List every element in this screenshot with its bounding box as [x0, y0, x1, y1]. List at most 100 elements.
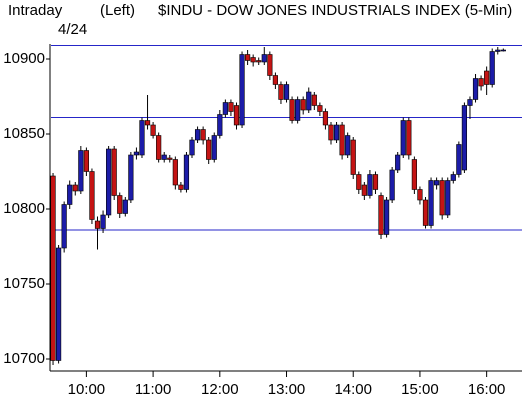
x-tick-label: 13:00	[268, 381, 306, 398]
candle-body	[200, 129, 206, 141]
y-tick-label: 10750	[3, 275, 45, 292]
candle-body	[150, 124, 156, 136]
candle-body	[311, 94, 317, 106]
candle-body	[461, 105, 468, 171]
x-tick-label: 12:00	[201, 381, 239, 398]
candle-body	[94, 220, 101, 229]
candle-body	[389, 169, 395, 201]
candle-body	[167, 157, 173, 160]
candle-body	[189, 139, 195, 156]
candle-body	[206, 139, 212, 160]
candle-body	[445, 180, 451, 216]
candle-body	[322, 111, 329, 126]
date-label: 4/24	[58, 21, 87, 38]
candle-body	[267, 54, 273, 76]
candle-body	[289, 99, 295, 121]
candle-body	[422, 199, 429, 226]
candle-body	[83, 150, 89, 172]
candle-body	[194, 129, 201, 141]
candle-body	[406, 120, 412, 156]
candle-body	[306, 91, 312, 111]
candle-body	[317, 105, 323, 112]
candle-body	[144, 120, 151, 126]
candle-body	[300, 99, 306, 111]
candle-body	[156, 135, 162, 160]
candle-body	[122, 199, 128, 214]
candle-body	[395, 154, 401, 171]
candle-body	[434, 180, 440, 186]
candle-body	[495, 49, 501, 52]
candle-body	[345, 135, 351, 156]
candle-body	[283, 84, 290, 100]
candle-body	[239, 54, 245, 126]
candle-body	[211, 135, 217, 160]
candle-body	[256, 60, 262, 63]
candle-body	[500, 49, 506, 52]
candle-body	[72, 184, 78, 192]
y-tick-label: 10850	[3, 125, 45, 142]
candle-body	[106, 148, 112, 216]
candle-body	[372, 174, 379, 190]
candle-body	[367, 174, 373, 196]
candle-body	[411, 159, 417, 190]
candle-body	[250, 57, 256, 63]
candle-body	[278, 84, 284, 100]
chart-title: $INDU - DOW JONES INDUSTRIALS INDEX (5-M…	[158, 2, 512, 19]
y-tick-label: 10800	[3, 200, 45, 217]
candle-body	[456, 144, 462, 175]
candle-body	[428, 180, 434, 226]
candle-body	[117, 195, 123, 214]
candle-body	[478, 78, 484, 87]
x-tick-label: 10:00	[68, 381, 106, 398]
header-left: Intraday	[8, 2, 63, 19]
candle-body	[111, 148, 117, 196]
candle-body	[78, 150, 84, 192]
candle-body	[361, 184, 367, 196]
candle-body	[472, 78, 479, 100]
candle-body	[55, 247, 62, 361]
candle-body	[222, 102, 228, 115]
x-tick-label: 15:00	[401, 381, 439, 398]
candle-body	[339, 124, 345, 156]
candle-body	[100, 214, 106, 229]
candle-body	[133, 151, 140, 156]
candle-body	[183, 154, 190, 190]
header-mode: (Left)	[100, 2, 135, 19]
candle-body	[261, 54, 267, 63]
candle-body	[172, 159, 178, 186]
candle-body	[139, 120, 145, 156]
candle-body	[417, 189, 423, 201]
candle-body	[450, 174, 456, 181]
candle-body	[50, 175, 56, 361]
candle-body	[233, 105, 240, 126]
candle-body	[350, 139, 356, 175]
candle-body	[67, 184, 73, 205]
candle-body	[295, 99, 301, 121]
candle-body	[383, 199, 390, 235]
x-tick-label: 11:00	[135, 381, 171, 398]
candle-body	[489, 51, 495, 85]
candle-body	[178, 184, 184, 190]
candle-body	[484, 70, 490, 85]
candle-body	[228, 102, 234, 112]
candle-body	[128, 154, 134, 201]
x-tick-label: 16:00	[468, 381, 506, 398]
candle-body	[467, 99, 473, 106]
x-tick-label: 14:00	[334, 381, 372, 398]
candle-body	[378, 195, 384, 235]
y-tick-label: 10900	[3, 50, 45, 67]
y-tick-label: 10700	[3, 350, 45, 367]
candle-body	[356, 174, 362, 190]
candle-body	[245, 54, 251, 61]
candle-body	[328, 124, 334, 141]
candle-body	[400, 120, 406, 156]
candle-body	[89, 171, 95, 220]
candle-body	[333, 124, 340, 141]
candle-body	[61, 204, 67, 249]
candle-body	[161, 154, 167, 160]
candle-body	[439, 180, 445, 216]
candle-body	[217, 114, 223, 136]
candle-body	[272, 75, 278, 85]
